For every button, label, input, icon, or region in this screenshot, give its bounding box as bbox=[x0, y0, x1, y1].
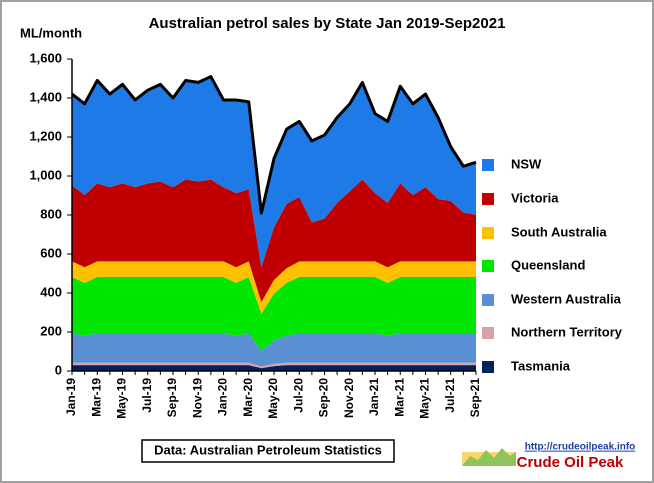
legend-swatch bbox=[482, 159, 494, 171]
x-tick-label: Mar-20 bbox=[241, 378, 255, 417]
x-tick-label: Sep-21 bbox=[468, 378, 482, 418]
legend-label: South Australia bbox=[511, 224, 607, 239]
legend-label: Western Australia bbox=[511, 291, 622, 306]
x-tick-label: Jan-19 bbox=[64, 378, 78, 416]
area bbox=[72, 333, 476, 367]
legend-swatch bbox=[482, 327, 494, 339]
legend-swatch bbox=[482, 294, 494, 306]
logo-shape bbox=[462, 448, 516, 466]
x-tick-label: Sep-19 bbox=[165, 378, 179, 418]
legend-label: Northern Territory bbox=[511, 324, 623, 339]
area bbox=[72, 362, 476, 369]
legend-label: Tasmania bbox=[511, 358, 571, 373]
legend-swatch bbox=[482, 227, 494, 239]
x-tick-label: Mar-19 bbox=[89, 378, 103, 417]
area bbox=[72, 76, 476, 268]
x-tick-label: Nov-20 bbox=[342, 378, 356, 418]
y-tick-label: 200 bbox=[40, 323, 62, 338]
x-tick-label: Jan-21 bbox=[367, 378, 381, 416]
source-box bbox=[141, 439, 395, 463]
plot: 0 200 400 600 800 1,000 1,200 1,400 1,600 Jan-19 M… bbox=[29, 50, 622, 418]
area bbox=[72, 261, 476, 314]
x-tick-label: May-20 bbox=[266, 378, 280, 419]
x-tick-label: Jul-20 bbox=[291, 378, 305, 413]
y-tick-label: 1,600 bbox=[29, 50, 62, 65]
chart-title: Australian petrol sales by State Jan 201… bbox=[149, 15, 506, 32]
legend-swatch bbox=[482, 193, 494, 205]
y-tick-label: 1,200 bbox=[29, 128, 62, 143]
area bbox=[72, 277, 476, 351]
legend-label: Queensland bbox=[511, 257, 585, 272]
y-tick-label: 600 bbox=[40, 245, 62, 260]
legend-swatch bbox=[482, 260, 494, 272]
y-tick-label: 800 bbox=[40, 206, 62, 221]
x-tick-label: Nov-19 bbox=[190, 378, 204, 418]
total-outline bbox=[71, 75, 477, 215]
area bbox=[72, 179, 476, 303]
area bbox=[72, 365, 476, 371]
x-tick-label: Sep-20 bbox=[317, 378, 331, 418]
x-tick-label: Jul-21 bbox=[443, 378, 457, 413]
y-tick-label: 0 bbox=[55, 362, 62, 377]
y-tick-label: 1,000 bbox=[29, 167, 62, 182]
source: Data: Australian Petroleum Statistics bbox=[154, 442, 382, 457]
watermark-url: http://crudeoilpeak.info bbox=[525, 442, 636, 453]
x-tick-label: Jul-19 bbox=[140, 378, 154, 413]
y-tick-label: 400 bbox=[40, 284, 62, 299]
watermark-name: Crude Oil Peak bbox=[517, 454, 624, 471]
y-tick-label: 1,400 bbox=[29, 89, 62, 104]
x-tick-label: Jan-20 bbox=[216, 378, 230, 416]
legend-label: Victoria bbox=[511, 190, 559, 205]
x-tick-label: Mar-21 bbox=[392, 378, 406, 417]
x-tick-label: May-19 bbox=[115, 378, 129, 419]
logo-icon bbox=[462, 448, 516, 466]
x-tick-label: May-21 bbox=[418, 378, 432, 419]
y-axis-label: ML/month bbox=[20, 25, 82, 40]
legend-swatch bbox=[482, 361, 494, 373]
legend-label: NSW bbox=[511, 156, 542, 171]
